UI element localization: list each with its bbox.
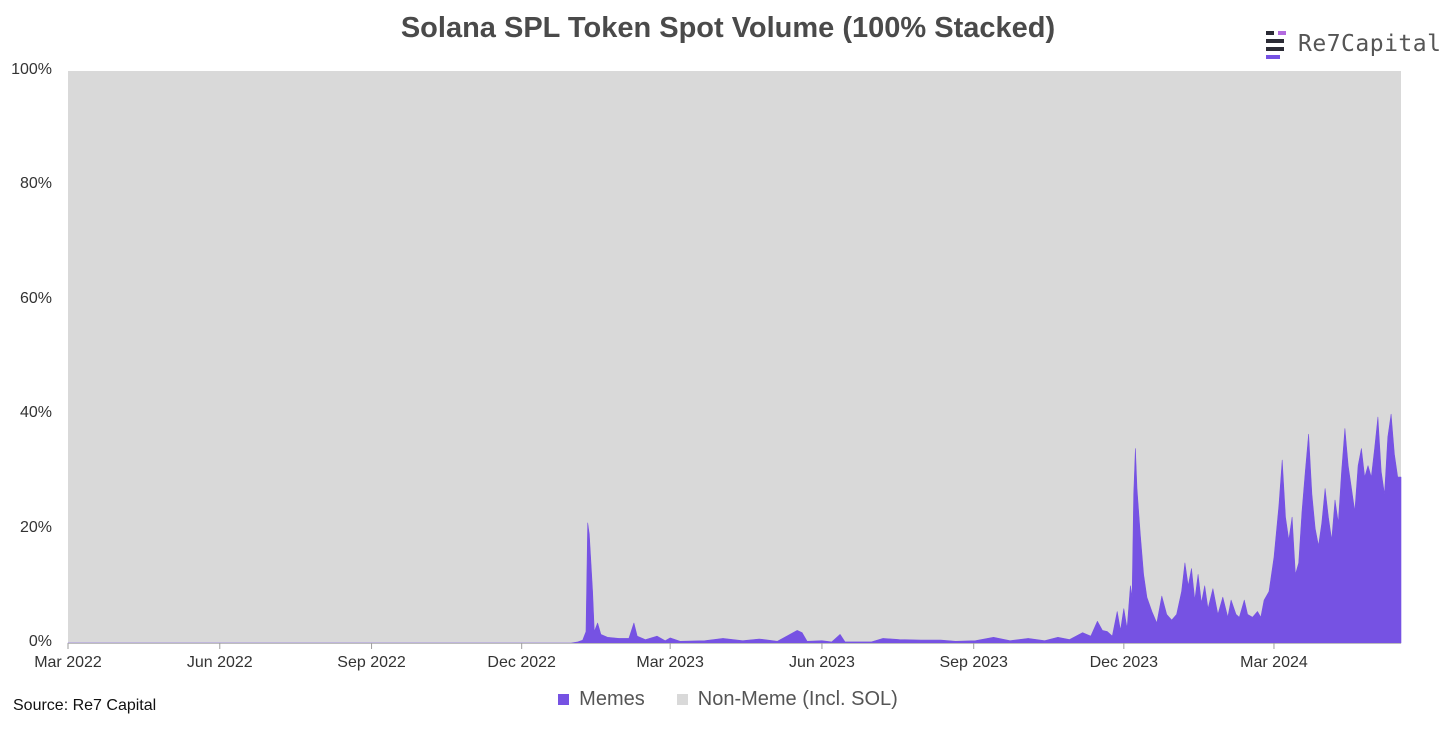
legend-item-non-meme: Non-Meme (Incl. SOL) xyxy=(676,688,898,711)
x-tick-label: Sep 2023 xyxy=(939,654,1008,671)
x-tick-label: Sep 2022 xyxy=(337,654,406,671)
x-tick-label: Mar 2022 xyxy=(34,654,102,671)
y-tick-label: 0% xyxy=(28,633,52,650)
legend-label-memes: Memes xyxy=(579,688,645,710)
x-tick-label: Mar 2023 xyxy=(636,654,704,671)
y-tick-label: 60% xyxy=(19,289,52,307)
y-tick-label: 40% xyxy=(19,404,52,422)
legend-swatch-memes xyxy=(558,694,570,705)
legend-item-memes: Memes xyxy=(558,688,645,711)
legend-swatch-non-meme xyxy=(676,694,688,705)
re7-logo-icon xyxy=(1266,29,1288,59)
re7-logo: Re7Capital xyxy=(1266,28,1441,60)
area-non-meme xyxy=(68,71,1401,643)
chart-title: Solana SPL Token Spot Volume (100% Stack… xyxy=(400,12,1056,44)
x-tick-label: Mar 2024 xyxy=(1240,654,1308,671)
area-memes xyxy=(67,413,1402,644)
x-tick-label: Dec 2023 xyxy=(1089,654,1159,671)
x-tick-label: Dec 2022 xyxy=(487,654,556,671)
x-tick-label: Jun 2022 xyxy=(186,654,253,671)
source-note: Source: Re7 Capital xyxy=(13,697,157,714)
legend: Memes Non-Meme (Incl. SOL) xyxy=(0,688,1456,711)
logo-text: Re7Capital xyxy=(1298,31,1442,57)
legend-label-non-meme: Non-Meme (Incl. SOL) xyxy=(697,688,898,710)
y-tick-label: 20% xyxy=(19,518,52,536)
y-tick-label: 100% xyxy=(11,61,52,78)
x-tick-label: Jun 2023 xyxy=(789,654,855,671)
y-tick-label: 80% xyxy=(19,175,52,193)
